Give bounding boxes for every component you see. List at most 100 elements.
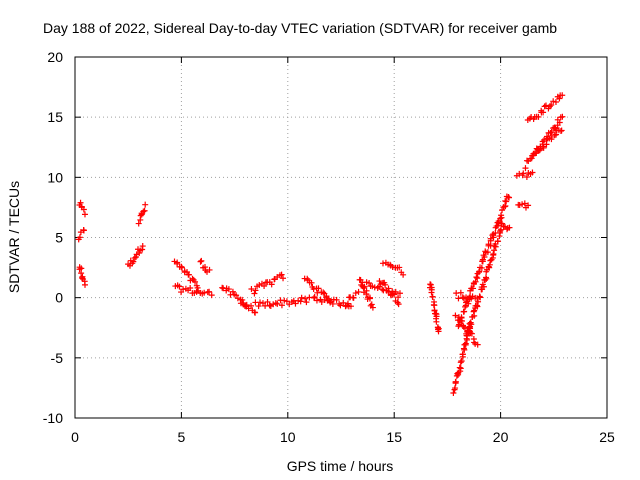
data-point [458, 358, 465, 365]
data-point [498, 212, 505, 219]
data-point [459, 351, 466, 358]
data-point [452, 312, 459, 319]
data-point [257, 299, 264, 306]
data-point [543, 136, 550, 143]
data-point [251, 290, 258, 297]
x-axis: 0 5 10 15 20 25 [71, 57, 615, 445]
data-point [427, 281, 434, 288]
data-point [81, 211, 88, 218]
y-tick-label: 15 [47, 109, 63, 125]
data-point [229, 288, 236, 295]
y-axis-label: SDTVAR / TECUs [6, 181, 22, 293]
data-point [429, 293, 436, 300]
data-point [462, 341, 469, 348]
data-point [355, 288, 362, 295]
data-point [361, 283, 368, 290]
data-point [428, 289, 435, 296]
data-point [304, 275, 311, 282]
data-point [225, 286, 232, 293]
data-point [385, 289, 392, 296]
data-point [80, 227, 87, 234]
data-point [264, 298, 271, 305]
chart-title: Day 188 of 2022, Sidereal Day-to-day VTE… [43, 20, 557, 36]
data-point [474, 341, 481, 348]
data-point [396, 264, 403, 271]
data-point [468, 330, 475, 337]
data-point [252, 287, 259, 294]
data-point [468, 321, 475, 328]
data-point [178, 264, 185, 271]
data-point [546, 103, 553, 110]
data-point [457, 289, 464, 296]
data-point [297, 298, 304, 305]
data-point [303, 299, 310, 306]
data-point [535, 113, 542, 120]
data-point [130, 258, 137, 265]
data-point [80, 206, 87, 213]
data-point [239, 296, 246, 303]
data-point [482, 274, 489, 281]
data-point [78, 270, 85, 277]
grid-lines [75, 57, 607, 418]
data-point [255, 303, 262, 310]
data-point [268, 281, 275, 288]
data-point [139, 243, 146, 250]
data-point [248, 286, 255, 293]
data-point [176, 283, 183, 290]
data-point [498, 226, 505, 233]
data-point [490, 251, 497, 258]
y-tick-label: 10 [47, 169, 63, 185]
data-point [391, 291, 398, 298]
data-point [76, 234, 83, 241]
y-tick-label: -10 [43, 410, 63, 426]
data-point [329, 300, 336, 307]
x-axis-label: GPS time / hours [287, 458, 394, 474]
data-point [473, 274, 480, 281]
data-point [487, 235, 494, 242]
data-point [462, 303, 469, 310]
data-point [302, 295, 309, 302]
data-point [233, 292, 240, 299]
x-tick-label: 20 [493, 429, 509, 445]
x-tick-label: 5 [178, 429, 186, 445]
data-point [541, 103, 548, 110]
data-point [189, 275, 196, 282]
data-point [466, 296, 473, 303]
data-point [174, 260, 181, 267]
data-point [278, 302, 285, 309]
data-point [476, 293, 483, 300]
data-point [537, 145, 544, 152]
data-point [77, 199, 84, 206]
data-point [298, 294, 305, 301]
data-point [525, 202, 532, 209]
data-point [450, 389, 457, 396]
y-tick-label: 20 [47, 49, 63, 65]
data-point [470, 285, 477, 292]
data-point [206, 266, 213, 273]
data-point [376, 278, 383, 285]
data-point [311, 294, 318, 301]
data-point [252, 309, 259, 316]
data-point [467, 293, 474, 300]
y-axis: -10 -5 0 5 10 15 20 [43, 49, 607, 426]
data-point [140, 208, 147, 215]
data-point [187, 285, 194, 292]
data-point [131, 254, 138, 261]
data-point [465, 300, 472, 307]
data-point [141, 207, 148, 214]
data-point [82, 281, 89, 288]
x-tick-label: 0 [71, 429, 79, 445]
data-point [313, 297, 320, 304]
data-point [558, 127, 565, 134]
data-point [197, 258, 204, 265]
data-point [206, 288, 213, 295]
data-point [529, 169, 536, 176]
data-point [497, 215, 504, 222]
data-point [520, 170, 527, 177]
y-tick-label: 0 [55, 290, 63, 306]
data-point [492, 243, 499, 250]
data-point [556, 95, 563, 102]
data-point [395, 294, 402, 301]
x-tick-label: 10 [280, 429, 296, 445]
data-point [494, 238, 501, 245]
